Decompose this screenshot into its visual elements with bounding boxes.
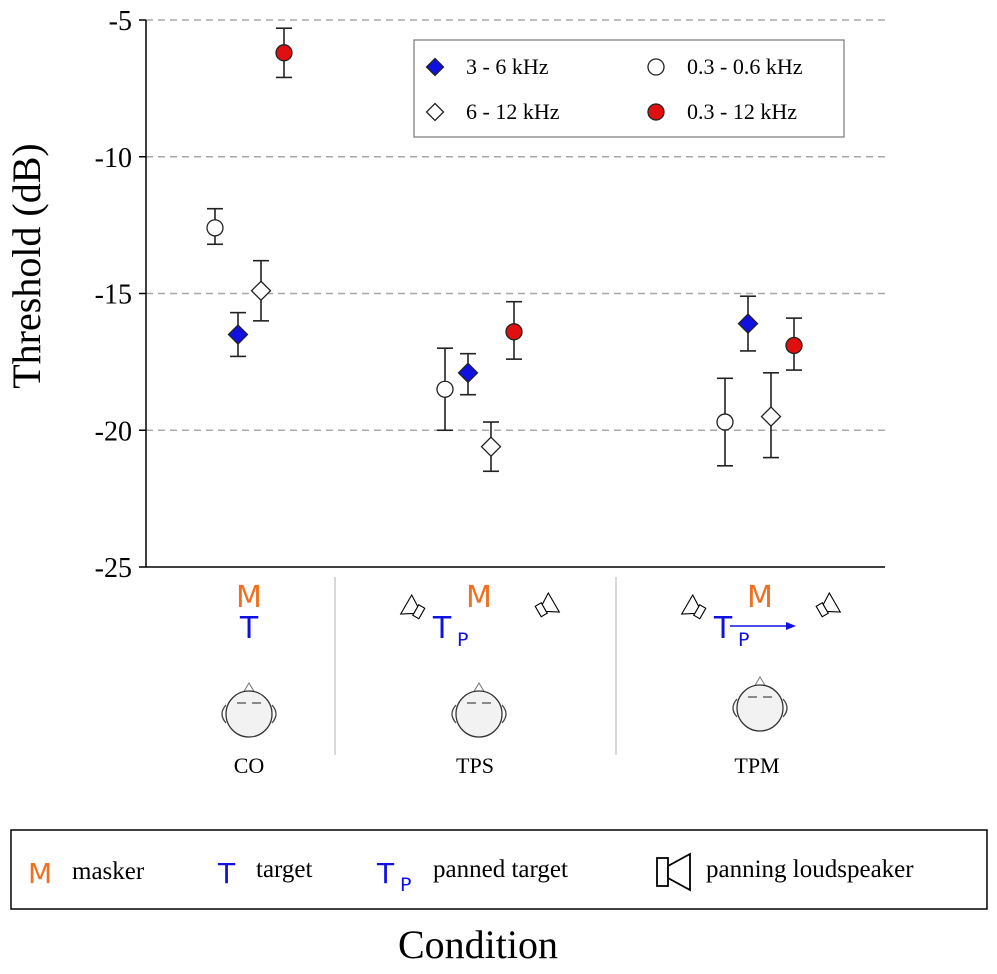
data-point <box>647 103 665 121</box>
y-tick-label: -10 <box>95 143 132 174</box>
arrow-head-icon <box>786 622 796 630</box>
category-label: TPS <box>456 753 494 778</box>
legend: 3 - 6 kHz 0.3 - 0.6 kHz 6 - 12 kHz 0.3 - 12… <box>413 39 845 138</box>
y-tick-labels: -5 -10 -15 -20 -25 <box>95 6 132 584</box>
data-point <box>716 413 734 431</box>
ear-icon <box>221 704 227 724</box>
key-box <box>10 829 988 910</box>
target-symbol: T <box>432 611 452 646</box>
data-point <box>436 380 454 398</box>
target-subscript: P <box>457 629 468 651</box>
key-target-symbol: T <box>217 857 236 890</box>
ear-icon <box>732 698 738 718</box>
category-labels: CO TPS TPM <box>234 753 780 778</box>
data-point <box>737 313 759 335</box>
key-masker-label: masker <box>72 858 145 885</box>
key-panned-subscript: P <box>400 874 411 896</box>
key-loudspeaker-icon <box>656 852 691 892</box>
legend-box <box>413 39 845 138</box>
listener-head-icon <box>451 682 507 738</box>
masker-symbol: M <box>466 580 492 615</box>
legend-label: 6 - 12 kHz <box>466 99 560 124</box>
grid-lines <box>139 19 885 568</box>
data-point <box>760 406 782 427</box>
target-subscript: P <box>738 629 749 651</box>
data-point <box>457 362 479 384</box>
legend-entry: 0.3 - 0.6 kHz <box>647 54 803 79</box>
target-symbol: T <box>713 611 733 646</box>
data-point <box>250 280 272 302</box>
loudspeaker-icon <box>815 591 842 618</box>
data-point <box>505 323 523 341</box>
legend-entry: 3 - 6 kHz <box>425 54 549 79</box>
key-panned-symbol: T <box>376 857 395 890</box>
listener-head-icon <box>732 676 788 732</box>
data-point <box>425 57 445 77</box>
y-tick-label: -15 <box>95 280 132 311</box>
scene-co: MT <box>221 580 277 738</box>
y-axis-label: Threshold (dB) <box>4 143 49 389</box>
axes <box>145 20 885 568</box>
ear-icon <box>271 704 277 724</box>
data-point <box>206 219 224 237</box>
series-3-6-khz <box>227 295 759 396</box>
y-tick-label: -25 <box>95 553 132 584</box>
key-panned-label: panned target <box>433 856 568 883</box>
head-outline <box>225 690 273 738</box>
loudspeaker-icon <box>534 591 561 618</box>
category-label: TPM <box>734 753 779 778</box>
masker-symbol: M <box>236 580 262 615</box>
legend-entry: 0.3 - 12 kHz <box>647 99 797 124</box>
y-tick-label: -20 <box>95 416 132 447</box>
target-symbol: T <box>239 611 259 646</box>
loudspeaker-icon <box>399 593 426 620</box>
masker-symbol: M <box>747 580 773 615</box>
symbol-key: M masker T target T P panned target pann… <box>10 829 988 910</box>
data-series <box>206 27 803 473</box>
head-outline <box>736 684 784 732</box>
head-outline <box>455 690 503 738</box>
key-masker-symbol: M <box>28 857 52 890</box>
ear-icon <box>451 704 457 724</box>
ear-icon <box>501 704 507 724</box>
loudspeaker-icon <box>680 593 707 620</box>
y-tick-label: -5 <box>109 6 132 37</box>
series-0-3-12-khz <box>275 27 803 371</box>
legend-entry: 6 - 12 kHz <box>425 99 560 124</box>
legend-label: 0.3 - 0.6 kHz <box>687 54 803 79</box>
key-target-label: target <box>256 856 313 883</box>
data-point <box>480 436 502 458</box>
category-label: CO <box>234 753 265 778</box>
scene-tps: MT P <box>399 580 561 738</box>
listener-head-icon <box>221 682 277 738</box>
legend-label: 3 - 6 kHz <box>466 54 549 79</box>
data-point <box>227 324 249 345</box>
data-point <box>785 336 803 355</box>
x-axis-label: Condition <box>398 922 558 967</box>
series-0-3-0-6-khz <box>206 207 734 467</box>
legend-label: 0.3 - 12 kHz <box>687 99 797 124</box>
data-point <box>647 58 665 76</box>
key-speaker-label: panning loudspeaker <box>706 856 914 883</box>
data-point <box>275 44 293 62</box>
data-point <box>425 102 445 122</box>
scene-tpm: MT P <box>680 580 842 732</box>
series-6-12-khz <box>250 259 782 473</box>
ear-icon <box>782 698 788 718</box>
